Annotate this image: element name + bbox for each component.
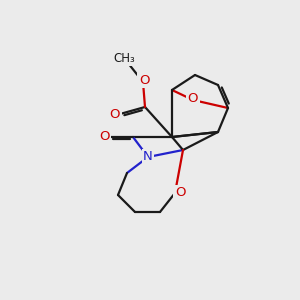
Text: CH₃: CH₃: [113, 52, 135, 64]
Text: N: N: [143, 151, 153, 164]
Text: O: O: [110, 107, 120, 121]
Text: O: O: [139, 74, 149, 86]
Text: O: O: [188, 92, 198, 106]
Text: O: O: [99, 130, 109, 143]
Text: O: O: [175, 187, 185, 200]
